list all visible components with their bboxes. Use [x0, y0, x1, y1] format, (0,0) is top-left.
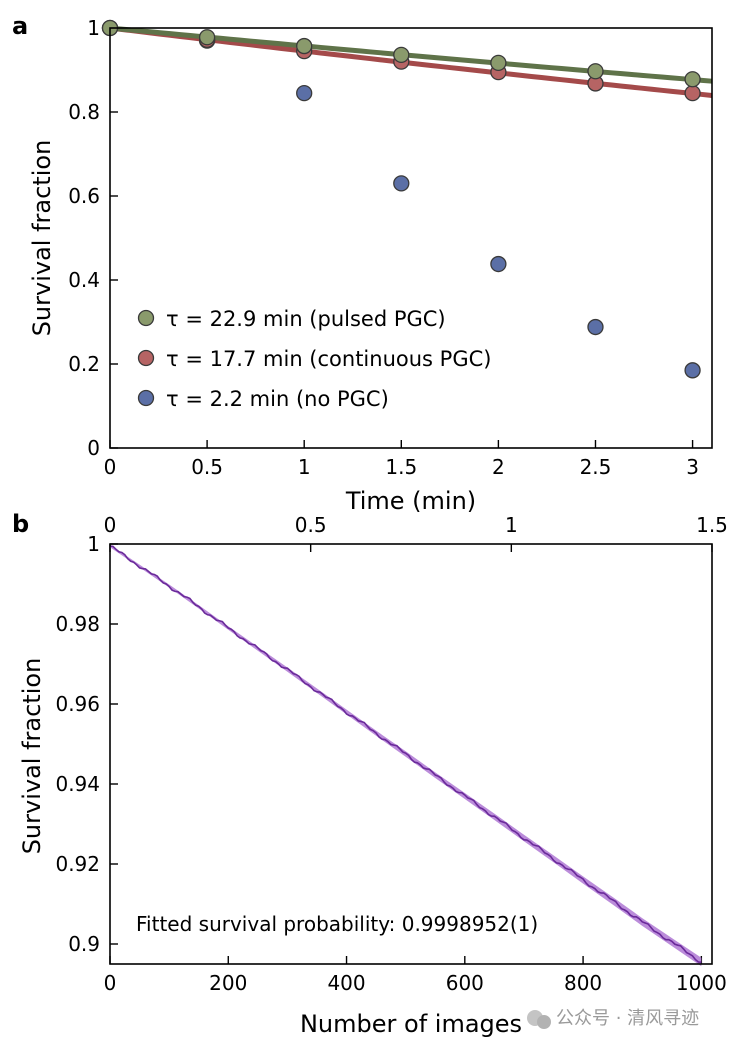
panel-b-survival-line — [109, 545, 702, 964]
panel-a-xtick-label: 2.5 — [580, 455, 612, 479]
panel-a-ytick-label: 0.6 — [68, 184, 100, 208]
panel-a-data-point — [393, 175, 410, 192]
panel-a-legend-marker — [137, 309, 155, 327]
panel-b-xtick-label: 800 — [564, 971, 602, 995]
panel-a-xlabel: Time (min) — [345, 487, 476, 515]
panel-a-legend-label: τ = 17.7 min (continuous PGC) — [166, 347, 491, 371]
panel-a-xtick-label: 0.5 — [191, 455, 223, 479]
watermark: 公众号 · 清风寻迹 — [527, 1008, 699, 1029]
panel-b-xtick-label: 1000 — [676, 971, 727, 995]
panel-a-data-point — [587, 63, 604, 80]
panel-a-ytick-label: 0.2 — [68, 352, 100, 376]
panel-b-top-xtick-label: 1 — [505, 513, 518, 537]
panel-a-legend-label: τ = 2.2 min (no PGC) — [166, 387, 389, 411]
panel-b-confidence-band — [110, 544, 702, 967]
panel-a-ytick-label: 0.4 — [68, 268, 100, 292]
panel-a-data-point — [684, 362, 701, 379]
watermark-text: 公众号 · 清风寻迹 — [556, 1008, 699, 1029]
panel-b-xlabel: Number of images — [300, 1010, 522, 1038]
panel-a-legend-marker — [137, 389, 155, 407]
panel-b-ytick-label: 0.9 — [68, 932, 100, 956]
panel-b-ytick-label: 0.92 — [55, 852, 100, 876]
panel-b-ytick-label: 0.96 — [55, 692, 100, 716]
panel-b-ytick-label: 0.94 — [55, 772, 100, 796]
panel-a-data-point — [684, 71, 701, 88]
panel-a-data-point — [490, 255, 507, 273]
panel-b-annotation: Fitted survival probability: 0.9998952(1… — [136, 912, 538, 936]
panel-a-legend-label: τ = 22.9 min (pulsed PGC) — [166, 307, 446, 331]
panel-a-data-point — [198, 29, 216, 46]
panel-a-xtick-label: 3 — [686, 455, 699, 479]
panel-b-ylabel: Survival fraction — [18, 658, 46, 855]
panel-a-data-point — [587, 318, 604, 336]
panel-a-xtick-label: 2 — [492, 455, 505, 479]
panel-b-label: b — [12, 510, 29, 538]
panel-a-data-point — [296, 84, 313, 102]
panel-b-xtick-label: 200 — [209, 971, 247, 995]
panel-b-xtick-label: 400 — [327, 971, 365, 995]
panel-b-top-xtick-label: 0 — [104, 513, 117, 537]
panel-a-ytick-label: 0.8 — [68, 100, 100, 124]
panel-a-data-point — [684, 84, 701, 102]
panel-a-data-point — [393, 46, 410, 64]
panel-a-data-point — [490, 54, 507, 72]
panel-b-ytick-label: 1 — [87, 532, 100, 556]
panel-a-xtick-label: 1 — [298, 455, 311, 479]
panel-b-ytick-label: 0.98 — [55, 612, 100, 636]
panel-a-label: a — [12, 12, 28, 40]
panel-b-top-xtick-label: 0.5 — [295, 513, 327, 537]
wechat-icon-bubble — [537, 1015, 551, 1029]
panel-a-ytick-label: 1 — [87, 16, 100, 40]
panel-a-legend: τ = 22.9 min (pulsed PGC) τ = 17.7 min (c… — [137, 307, 491, 411]
panel-b-top-xtick-label: 1.5 — [696, 513, 728, 537]
panel-a-xtick-label: 0 — [104, 455, 117, 479]
panel-a-ylabel: Survival fraction — [28, 140, 56, 337]
panel-a-ytick-label: 0 — [87, 436, 100, 460]
panel-a-axes-frame — [109, 27, 713, 449]
panel-a-legend-marker — [137, 349, 155, 367]
panel-a-chart: 0 0.5 1 1.5 2 2.5 3 0 0.2 0.4 0.6 0.8 1 τ = 22.9 min… — [68, 16, 713, 479]
panel-b-xtick-label: 600 — [446, 971, 484, 995]
panel-b-axes-frame — [109, 543, 713, 965]
panel-b-xtick-label: 0 — [104, 971, 117, 995]
panel-a-xtick-label: 1.5 — [385, 455, 417, 479]
panel-a-data-point — [296, 37, 313, 55]
